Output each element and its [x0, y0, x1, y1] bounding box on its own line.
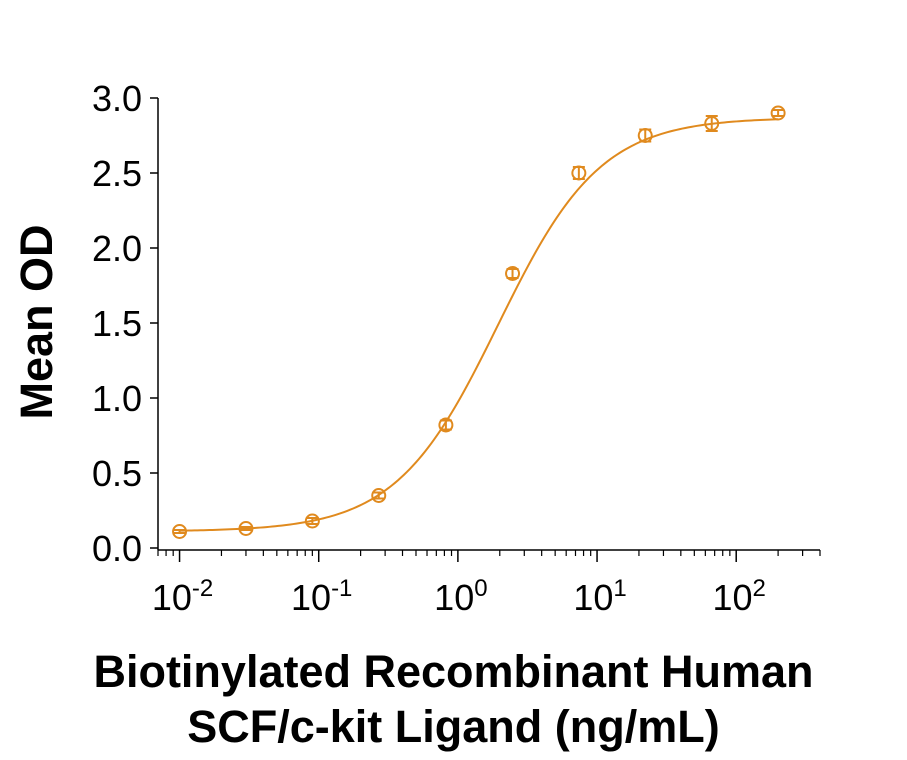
data-point: [704, 116, 720, 131]
chart: 0.00.51.01.52.02.53.010-2 10-1 100 101 102 M…: [11, 78, 821, 618]
fit-line: [179, 118, 779, 532]
x-tick-exponent: -2: [192, 575, 213, 602]
data-point: [571, 165, 587, 181]
x-tick-base: 10: [291, 577, 331, 618]
data-point: [172, 524, 188, 539]
data-point: [438, 417, 454, 433]
data-point: [770, 105, 786, 121]
data-point: [505, 266, 521, 281]
x-tick-base: 10: [713, 577, 753, 618]
data-point: [637, 128, 653, 143]
x-tick-exponent: 1: [613, 575, 626, 602]
x-tick-base: 10: [152, 577, 192, 618]
data-point: [238, 521, 254, 536]
x-axis-label-line-1: Biotinylated Recombinant Human: [93, 646, 814, 697]
y-axis-label: Mean OD: [11, 224, 62, 419]
data-point: [304, 513, 320, 529]
x-tick-exponent: 0: [474, 575, 487, 602]
x-axis-label-line-2: SCF/c-kit Ligand (ng/mL): [187, 701, 720, 752]
data-points: [172, 105, 786, 539]
x-tick-label: 101: [573, 575, 626, 618]
x-tick-exponent: 2: [753, 575, 766, 602]
x-tick-base: 10: [573, 577, 613, 618]
fit-curve: [179, 118, 779, 532]
y-tick-label: 1.5: [92, 303, 142, 344]
y-tick-label: 3.0: [92, 78, 142, 119]
ticks: 0.00.51.01.52.02.53.010-2 10-1 100 101 102: [92, 78, 821, 618]
x-tick-label: 10-1: [291, 575, 352, 618]
x-tick-base: 10: [434, 577, 474, 618]
x-tick-label: 10-2: [152, 575, 213, 618]
x-tick-label: 102: [713, 575, 766, 618]
y-tick-label: 0.5: [92, 453, 142, 494]
y-tick-label: 2.5: [92, 153, 142, 194]
x-tick-exponent: -1: [331, 575, 352, 602]
y-tick-label: 1.0: [92, 378, 142, 419]
y-tick-label: 0.0: [92, 528, 142, 569]
axes: [157, 98, 820, 551]
x-tick-label: 100: [434, 575, 487, 618]
y-tick-label: 2.0: [92, 228, 142, 269]
data-point: [371, 488, 387, 503]
